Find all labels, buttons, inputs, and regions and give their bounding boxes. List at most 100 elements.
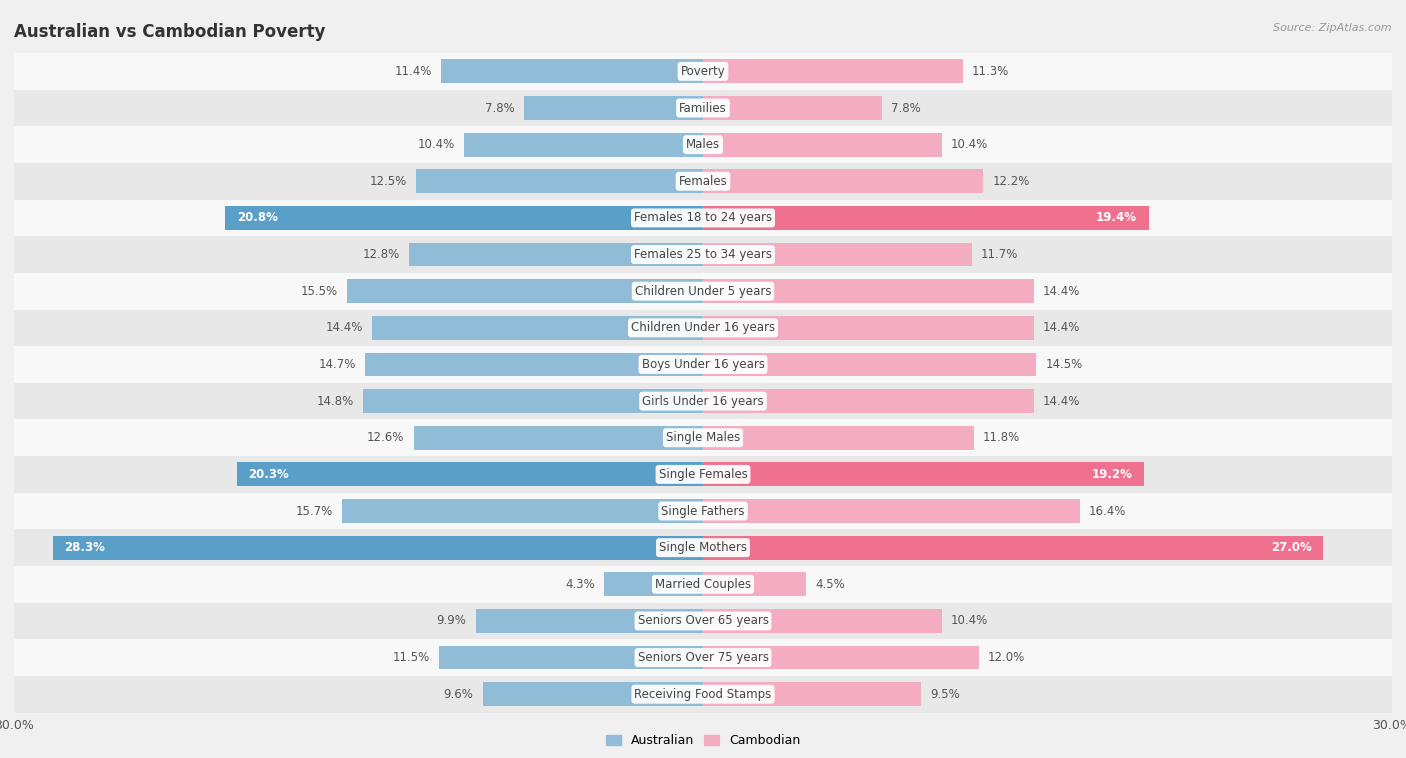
Text: 9.6%: 9.6% xyxy=(443,688,474,700)
Bar xyxy=(413,426,703,449)
Text: 7.8%: 7.8% xyxy=(891,102,921,114)
Text: 11.7%: 11.7% xyxy=(981,248,1018,261)
Bar xyxy=(14,529,1392,566)
Text: Children Under 16 years: Children Under 16 years xyxy=(631,321,775,334)
Bar xyxy=(703,352,1036,377)
Text: 14.4%: 14.4% xyxy=(1043,285,1080,298)
Text: 9.5%: 9.5% xyxy=(931,688,960,700)
Bar xyxy=(14,639,1392,676)
Bar xyxy=(343,499,703,523)
Text: 11.3%: 11.3% xyxy=(972,65,1010,78)
Legend: Australian, Cambodian: Australian, Cambodian xyxy=(600,729,806,753)
Text: 20.3%: 20.3% xyxy=(249,468,290,481)
Bar xyxy=(416,169,703,193)
Bar xyxy=(703,609,942,633)
Bar xyxy=(14,566,1392,603)
Bar xyxy=(225,206,703,230)
Text: 15.5%: 15.5% xyxy=(301,285,337,298)
Bar xyxy=(366,352,703,377)
Bar xyxy=(703,279,1033,303)
Text: Receiving Food Stamps: Receiving Food Stamps xyxy=(634,688,772,700)
Bar xyxy=(703,646,979,669)
Text: 11.5%: 11.5% xyxy=(392,651,430,664)
Text: 10.4%: 10.4% xyxy=(950,138,988,151)
Text: Families: Families xyxy=(679,102,727,114)
Text: Seniors Over 75 years: Seniors Over 75 years xyxy=(637,651,769,664)
Text: 15.7%: 15.7% xyxy=(297,505,333,518)
Text: Females 25 to 34 years: Females 25 to 34 years xyxy=(634,248,772,261)
Bar xyxy=(524,96,703,120)
Bar xyxy=(14,383,1392,419)
Bar xyxy=(53,536,703,559)
Text: 14.4%: 14.4% xyxy=(326,321,363,334)
Text: 12.0%: 12.0% xyxy=(988,651,1025,664)
Bar xyxy=(475,609,703,633)
Text: 14.5%: 14.5% xyxy=(1045,358,1083,371)
Text: 7.8%: 7.8% xyxy=(485,102,515,114)
Text: Single Fathers: Single Fathers xyxy=(661,505,745,518)
Bar xyxy=(14,676,1392,713)
Text: 11.8%: 11.8% xyxy=(983,431,1021,444)
Text: 27.0%: 27.0% xyxy=(1271,541,1312,554)
Bar xyxy=(14,456,1392,493)
Text: 16.4%: 16.4% xyxy=(1088,505,1126,518)
Bar xyxy=(14,603,1392,639)
Text: Poverty: Poverty xyxy=(681,65,725,78)
Text: Single Females: Single Females xyxy=(658,468,748,481)
Text: 19.4%: 19.4% xyxy=(1097,211,1137,224)
Bar xyxy=(14,127,1392,163)
Text: 12.2%: 12.2% xyxy=(993,175,1029,188)
Text: 14.8%: 14.8% xyxy=(316,395,354,408)
Bar xyxy=(703,96,882,120)
Bar xyxy=(703,536,1323,559)
Text: Australian vs Cambodian Poverty: Australian vs Cambodian Poverty xyxy=(14,23,326,41)
Bar xyxy=(703,243,972,267)
Text: Females 18 to 24 years: Females 18 to 24 years xyxy=(634,211,772,224)
Bar xyxy=(605,572,703,597)
Bar xyxy=(14,163,1392,199)
Bar xyxy=(703,206,1149,230)
Bar xyxy=(236,462,703,487)
Bar xyxy=(409,243,703,267)
Bar xyxy=(14,273,1392,309)
Text: 12.6%: 12.6% xyxy=(367,431,405,444)
Text: Boys Under 16 years: Boys Under 16 years xyxy=(641,358,765,371)
Text: 10.4%: 10.4% xyxy=(418,138,456,151)
Bar xyxy=(703,59,963,83)
Bar xyxy=(14,309,1392,346)
Bar xyxy=(14,53,1392,89)
Bar xyxy=(439,646,703,669)
Text: 28.3%: 28.3% xyxy=(65,541,105,554)
Bar xyxy=(703,426,974,449)
Bar xyxy=(482,682,703,706)
Text: 19.2%: 19.2% xyxy=(1091,468,1132,481)
Text: 14.4%: 14.4% xyxy=(1043,395,1080,408)
Text: 12.8%: 12.8% xyxy=(363,248,399,261)
Bar xyxy=(14,346,1392,383)
Text: Single Mothers: Single Mothers xyxy=(659,541,747,554)
Bar xyxy=(363,389,703,413)
Bar xyxy=(703,316,1033,340)
Text: 9.9%: 9.9% xyxy=(437,615,467,628)
Bar xyxy=(14,199,1392,236)
Text: Seniors Over 65 years: Seniors Over 65 years xyxy=(637,615,769,628)
Bar xyxy=(14,89,1392,127)
Text: Children Under 5 years: Children Under 5 years xyxy=(634,285,772,298)
Text: Source: ZipAtlas.com: Source: ZipAtlas.com xyxy=(1274,23,1392,33)
Bar xyxy=(703,572,807,597)
Bar xyxy=(703,462,1144,487)
Bar xyxy=(14,236,1392,273)
Bar xyxy=(347,279,703,303)
Bar xyxy=(373,316,703,340)
Bar xyxy=(14,419,1392,456)
Text: 20.8%: 20.8% xyxy=(236,211,278,224)
Text: 10.4%: 10.4% xyxy=(950,615,988,628)
Text: 4.5%: 4.5% xyxy=(815,578,845,590)
Bar xyxy=(703,133,942,157)
Bar xyxy=(703,169,983,193)
Bar xyxy=(703,389,1033,413)
Bar xyxy=(703,499,1080,523)
Text: 12.5%: 12.5% xyxy=(370,175,406,188)
Text: Girls Under 16 years: Girls Under 16 years xyxy=(643,395,763,408)
Bar xyxy=(464,133,703,157)
